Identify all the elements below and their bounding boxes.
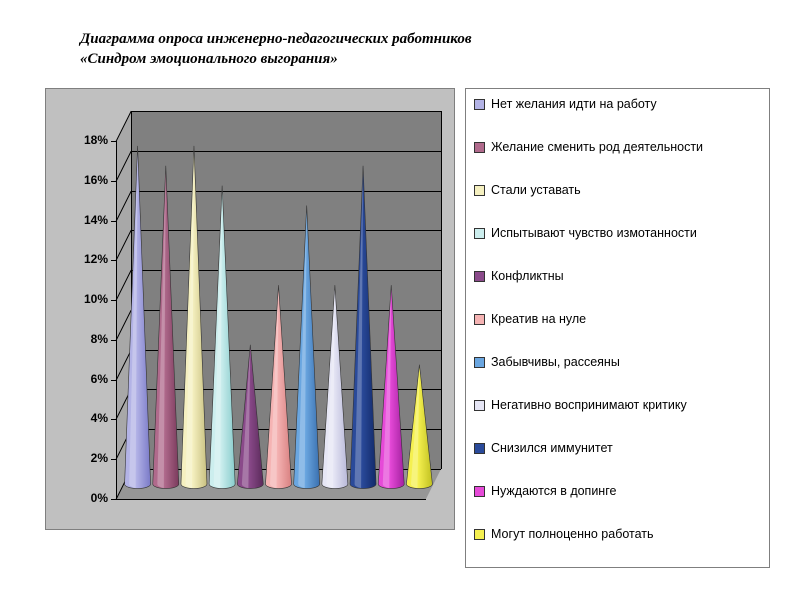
legend-item: Желание сменить род деятельности bbox=[474, 140, 764, 154]
legend-label: Снизился иммунитет bbox=[491, 441, 764, 455]
legend-item: Могут полноценно работать bbox=[474, 527, 764, 541]
cone bbox=[181, 146, 207, 489]
legend-label: Негативно воспринимают критику bbox=[491, 398, 764, 412]
legend-swatch bbox=[474, 529, 485, 540]
cone bbox=[378, 285, 404, 488]
title-line1: Диаграмма опроса инженерно-педагогически… bbox=[80, 31, 472, 47]
legend-item: Креатив на нуле bbox=[474, 312, 764, 326]
legend-item: Нет желания идти на работу bbox=[474, 97, 764, 111]
legend-label: Желание сменить род деятельности bbox=[491, 140, 764, 154]
legend-label: Конфликтны bbox=[491, 269, 764, 283]
legend-item: Стали уставать bbox=[474, 183, 764, 197]
cones-layer bbox=[46, 89, 456, 531]
cone bbox=[406, 365, 432, 489]
cone bbox=[294, 206, 320, 489]
chart-title: Диаграмма опроса инженерно-педагогически… bbox=[80, 30, 680, 69]
cone bbox=[125, 146, 151, 489]
legend-item: Негативно воспринимают критику bbox=[474, 398, 764, 412]
cone bbox=[209, 186, 235, 489]
cone bbox=[350, 166, 376, 489]
legend-label: Креатив на нуле bbox=[491, 312, 764, 326]
legend-swatch bbox=[474, 314, 485, 325]
legend-label: Испытывают чувство измотанности bbox=[491, 226, 764, 240]
legend-swatch bbox=[474, 185, 485, 196]
legend-label: Стали уставать bbox=[491, 183, 764, 197]
title-line2: «Синдром эмоционального выгорания» bbox=[80, 51, 338, 67]
legend-swatch bbox=[474, 271, 485, 282]
legend-label: Могут полноценно работать bbox=[491, 527, 764, 541]
legend-label: Забывчивы, рассеяны bbox=[491, 355, 764, 369]
cone bbox=[322, 285, 348, 488]
legend-swatch bbox=[474, 357, 485, 368]
legend-swatch bbox=[474, 443, 485, 454]
cone bbox=[153, 166, 179, 489]
chart-area: 0%2%4%6%8%10%12%14%16%18% bbox=[45, 88, 455, 530]
legend-swatch bbox=[474, 228, 485, 239]
legend-label: Нет желания идти на работу bbox=[491, 97, 764, 111]
legend-item: Нуждаются в допинге bbox=[474, 484, 764, 498]
legend-item: Снизился иммунитет bbox=[474, 441, 764, 455]
legend-item: Испытывают чувство измотанности bbox=[474, 226, 764, 240]
cone bbox=[237, 345, 263, 489]
cone bbox=[266, 285, 292, 488]
legend-label: Нуждаются в допинге bbox=[491, 484, 764, 498]
legend-swatch bbox=[474, 142, 485, 153]
legend-swatch bbox=[474, 99, 485, 110]
legend: Нет желания идти на работу Желание сменит… bbox=[465, 88, 770, 568]
legend-item: Конфликтны bbox=[474, 269, 764, 283]
legend-swatch bbox=[474, 486, 485, 497]
legend-swatch bbox=[474, 400, 485, 411]
legend-item: Забывчивы, рассеяны bbox=[474, 355, 764, 369]
